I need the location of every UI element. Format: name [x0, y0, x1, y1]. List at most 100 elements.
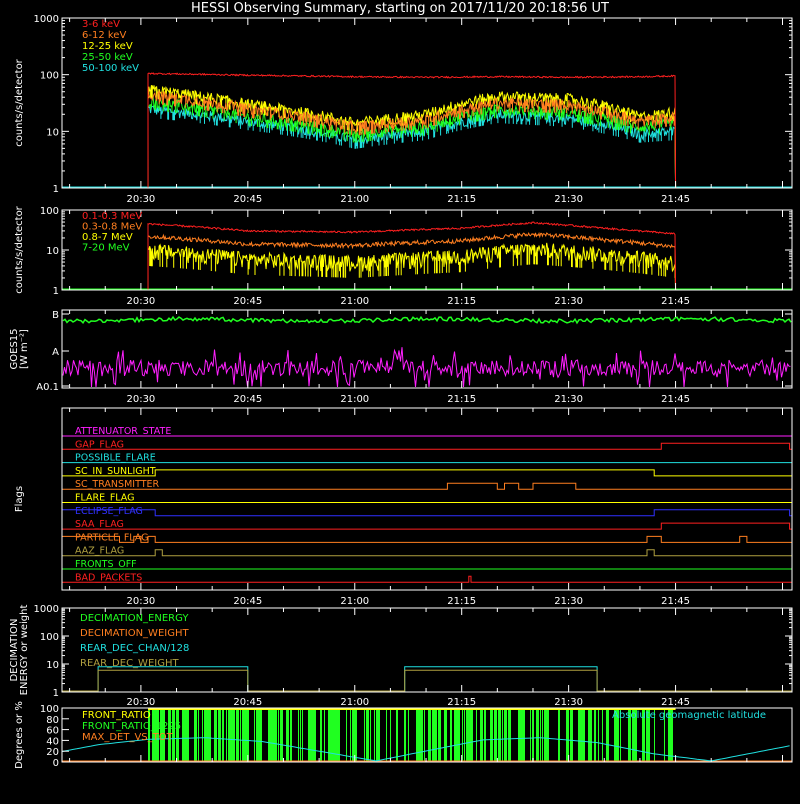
ratios-legend-front-ratio-1225: FRONT_RATIO_1225: [82, 721, 181, 732]
gamma-series-0-1-0-3-mev: [147, 221, 677, 291]
ratios-bar-front-ratio-1225: [408, 708, 409, 762]
ratios-bar-front-ratio-1225: [204, 708, 206, 762]
ratios-bar-front-ratio-1225: [236, 708, 239, 762]
ratios-bar-front-ratio-1225: [272, 708, 274, 762]
hxr-legend-12-25-kev: 12-25 keV: [82, 41, 133, 52]
decimation-ylabel: DECIMATION: [9, 618, 20, 681]
ratios-bar-front-ratio-1225: [270, 708, 273, 762]
ratios-bar-front-ratio-1225: [350, 708, 351, 762]
ratios-bar-front-ratio-1225: [636, 708, 637, 762]
gamma-ytick-label: 1: [53, 286, 59, 297]
decimation-ytick-label: 10: [46, 660, 59, 671]
ratios-bar-front-ratio-1225: [208, 708, 210, 762]
ratios-bar-front-ratio-1225: [588, 708, 590, 762]
hxr-ytick-label: 10: [46, 127, 59, 138]
ratios-bar-front-ratio-1225: [354, 708, 357, 762]
ratios-bar-front-ratio-1225: [168, 708, 171, 762]
hxr-ytick-label: 1000: [34, 14, 59, 25]
hxr-legend-6-12-kev: 6-12 keV: [82, 30, 126, 41]
ratios-bar-front-ratio-1225: [582, 708, 585, 762]
hxr-ylabel: counts/s/detector: [14, 58, 25, 146]
decimation-xtick-label: 21:45: [661, 697, 690, 708]
ratios-bar-front-ratio-1225: [518, 708, 521, 762]
ratios-bar-front-ratio-1225: [256, 708, 259, 762]
goes-ytick-label: A0.1: [36, 382, 59, 393]
hxr-xtick-label: 20:30: [126, 194, 155, 205]
ratios-bar-front-ratio-1225: [428, 708, 430, 762]
gamma-legend-0-3-0-8-mev: 0.3-0.8 MeV: [82, 222, 142, 233]
flag-eclipse-flag-label: ECLIPSE_FLAG: [75, 506, 143, 517]
ratios-bar-front-ratio-1225: [160, 708, 163, 762]
decimation-legend-rear-dec-chan-128: REAR_DEC_CHAN/128: [80, 643, 189, 654]
ratios-bar-front-ratio-1225: [616, 708, 619, 762]
ratios-bar-front-ratio-1225: [234, 708, 235, 762]
flag-sc-in-sunlight-label: SC_IN_SUNLIGHT: [75, 466, 156, 477]
gamma-xtick-label: 21:45: [661, 296, 690, 307]
goes-ytick-label: A: [52, 347, 59, 358]
ratios-bar-front-ratio-1225: [364, 708, 365, 762]
ratios-bar-front-ratio-1225: [470, 708, 472, 762]
ratios-series-geomagnetic-latitude: [62, 737, 790, 762]
ratios-bar-front-ratio-1225: [476, 708, 477, 762]
ratios-bar-front-ratio-1225: [248, 708, 249, 762]
ratios-bar-front-ratio-1225: [172, 708, 175, 762]
decimation-xtick-label: 20:45: [233, 697, 262, 708]
ratios-bar-front-ratio-1225: [356, 708, 357, 762]
ratios-bar-front-ratio-1225: [542, 708, 543, 762]
gamma-ytick-label: 10: [46, 246, 59, 257]
flags-xtick-label: 20:45: [233, 596, 262, 607]
ratios-bar-front-ratio-1225: [580, 708, 582, 762]
decimation-xtick-label: 21:00: [340, 697, 369, 708]
flag-particle-flag-label: PARTICLE_FLAG: [75, 532, 148, 543]
decimation-ytick-label: 100: [40, 632, 59, 643]
flag-gap-flag-label: GAP_FLAG: [75, 439, 124, 450]
ratios-bar-front-ratio-1225: [182, 708, 185, 762]
ratios-bar-front-ratio-1225: [444, 708, 447, 762]
hxr-legend-3-6-kev: 3-6 keV: [82, 19, 120, 30]
ratios-bar-front-ratio-1225: [490, 708, 493, 762]
ratios-bar-front-ratio-1225: [430, 708, 431, 762]
ratios-ytick-label: 0: [53, 758, 59, 769]
ratios-bar-front-ratio-1225: [464, 708, 465, 762]
ratios-bar-front-ratio-1225: [494, 708, 496, 762]
flag-sc-in-sunlight-trace: [62, 469, 792, 477]
flag-gap-flag-trace: [62, 442, 792, 450]
flag-bad-packets-label: BAD_PACKETS: [75, 572, 142, 583]
decimation-ylabel: ENERGY or weight: [19, 605, 30, 696]
ratios-bar-front-ratio-1225: [194, 708, 196, 762]
ratios-bar-front-ratio-1225: [246, 708, 248, 762]
flags-xtick-label: 20:30: [126, 596, 155, 607]
gamma-series-0-8-7-mev: [147, 242, 677, 291]
hxr-ytick-label: 1: [53, 184, 59, 195]
ratios-bar-front-ratio-1225: [336, 708, 339, 762]
ratios-ytick-label: 60: [46, 726, 59, 737]
hxr-xtick-label: 21:15: [447, 194, 476, 205]
hxr-xtick-label: 20:45: [233, 194, 262, 205]
gamma-xtick-label: 21:30: [554, 296, 583, 307]
ratios-bar-front-ratio-1225: [420, 708, 422, 762]
ratios-bar-front-ratio-1225: [632, 708, 634, 762]
ratios-bar-front-ratio-1225: [532, 708, 534, 762]
decimation-xtick-label: 21:15: [447, 697, 476, 708]
ratios-bar-front-ratio-1225: [546, 708, 549, 762]
hxr-xtick-label: 21:30: [554, 194, 583, 205]
ratios-bar-front-ratio-1225: [396, 708, 398, 762]
ratios-bar-front-ratio-1225: [458, 708, 460, 762]
ratios-bar-front-ratio-1225: [240, 708, 241, 762]
goes-xtick-label: 21:15: [447, 394, 476, 405]
ratios-bar-front-ratio-1225: [196, 708, 197, 762]
ratios-bar-front-ratio-1225: [232, 708, 235, 762]
goes-xtick-label: 21:30: [554, 394, 583, 405]
flags-ylabel: Flags: [14, 486, 25, 512]
flags-xtick-label: 21:30: [554, 596, 583, 607]
goes-series-long: [62, 315, 792, 325]
ratios-bar-front-ratio-1225: [300, 708, 301, 762]
goes-xtick-label: 20:30: [126, 394, 155, 405]
ratios-bar-front-ratio-1225: [282, 708, 283, 762]
ratios-ylabel: Degrees or %: [14, 701, 25, 769]
ratios-bar-front-ratio-1225: [226, 708, 227, 762]
ratios-bar-front-ratio-1225: [664, 708, 665, 762]
hxr-legend-25-50-kev: 25-50 keV: [82, 52, 133, 63]
flag-saa-flag-trace: [62, 522, 792, 530]
ratios-bar-front-ratio-1225: [206, 708, 208, 762]
